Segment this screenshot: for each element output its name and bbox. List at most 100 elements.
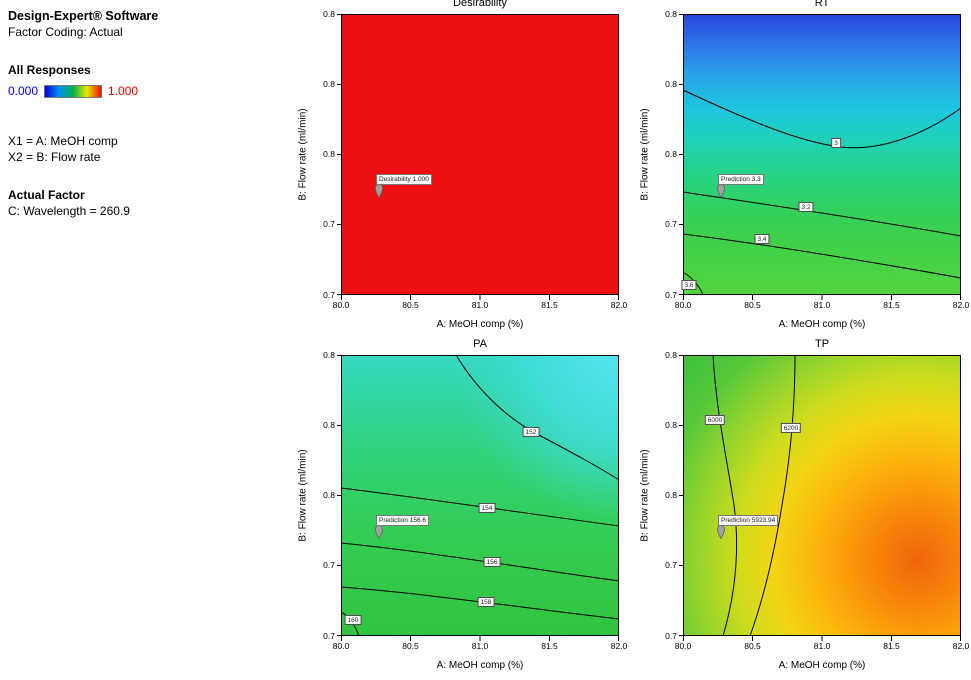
plot-border [341,14,619,295]
x-tick-label: 80.5 [744,641,761,651]
plot-title-rt: RT [814,0,830,9]
y-tick-label: 0.7 [323,290,335,300]
plot-border [683,355,961,636]
contour-value-label: 3.4 [754,233,770,245]
rt-plot-area[interactable] [679,14,962,300]
plot-title-tp: TP [814,338,830,350]
x1-factor-label: X1 = A: MeOH comp [8,134,118,148]
flag-pin-icon [716,525,726,540]
prediction-flag[interactable]: Prediction 156.6 [374,514,429,540]
x-tick-label: 80.0 [674,641,692,651]
x-axis-title: A: MeOH comp (%) [778,660,866,671]
y-tick-label: 0.8 [665,420,677,430]
x-tick-label: 80.5 [402,300,419,310]
contour-value-label: 6000 [704,414,726,426]
tp-contour-line [712,354,737,637]
x-tick-label: 81.0 [813,300,831,310]
y-axis-title-text: B: Flow rate (ml/min) [297,449,309,542]
factor-coding-label: Factor Coding: Actual [8,25,123,39]
x-tick-label: 80.0 [332,300,350,310]
y-tick-label: 0.8 [323,420,335,430]
tp-surface [683,355,961,636]
prediction-flag[interactable]: Desirability 1.000 [374,173,432,199]
y-tick-label: 0.8 [665,79,677,89]
plot-tp: TP B: Flow rate (ml/min) [640,338,970,671]
y-tick-label: 0.7 [665,290,677,300]
contour-value-label: 3 [831,137,841,149]
y-tick-label: 0.8 [665,490,677,500]
y-tick-marks [337,355,341,636]
x-tick-label: 82.0 [952,641,970,651]
x-tick-label: 80.5 [744,300,761,310]
scale-max-value: 1.000 [108,84,139,98]
x-tick-label: 80.5 [402,641,419,651]
flag-label: Prediction 5923.94 [718,514,779,526]
x-axis-title: A: MeOH comp (%) [778,319,866,330]
rt-contour-line [682,89,962,149]
y-tick-label: 0.8 [665,9,677,19]
plot-desirability: Desirability B: Flow rate (ml/min) 0.8 0… [298,0,628,330]
y-tick-label: 0.7 [665,560,677,570]
y-tick-label: 0.7 [665,219,677,229]
prediction-flag[interactable]: Prediction 3.3 [716,173,764,199]
x-tick-marks [341,295,619,300]
y-tick-label: 0.8 [323,9,335,19]
y-tick-label: 0.8 [323,490,335,500]
actual-factor-label: Actual Factor [8,188,85,202]
y-axis-title-text: B: Flow rate (ml/min) [297,108,309,201]
x-tick-label: 81.5 [883,641,900,651]
desirability-plot-area[interactable] [337,14,619,300]
y-tick-label: 0.7 [323,219,335,229]
x-axis-title: A: MeOH comp (%) [436,660,524,671]
x-axis-title: A: MeOH comp (%) [436,319,524,330]
plot-rt: RT B: Flow rate (ml/min) [640,0,970,330]
flag-pin-icon [374,525,384,540]
x-tick-label: 81.0 [813,641,831,651]
plot-pa: PA B: Flow rate (ml/min) [298,338,628,671]
y-axis-title-text: B: Flow rate (ml/min) [639,108,651,201]
y-tick-marks [337,14,341,295]
rt-contour-line [682,191,962,237]
x-tick-label: 82.0 [952,300,970,310]
color-scale-gradient-bar [44,84,103,98]
y-tick-label: 0.7 [323,631,335,641]
x-tick-label: 82.0 [610,641,628,651]
contour-value-label: 3.2 [798,201,814,213]
x-tick-marks [683,295,961,300]
y-tick-label: 0.8 [323,79,335,89]
software-title: Design-Expert® Software [8,9,159,23]
responses-label: All Responses [8,63,91,77]
x-tick-label: 82.0 [610,300,628,310]
y-tick-marks [679,14,683,295]
x-tick-label: 81.0 [471,641,489,651]
x-tick-label: 81.5 [541,641,558,651]
desirability-surface [341,14,619,295]
actual-factor-value: C: Wavelength = 260.9 [8,204,130,218]
contour-value-label: 160 [344,614,362,626]
x-tick-label: 81.5 [883,300,900,310]
x-tick-marks [341,636,619,641]
flag-pin-icon [374,184,384,199]
color-scale: 0.000 1.000 [8,83,258,99]
legend-panel: Design-Expert® Software Factor Coding: A… [8,8,258,219]
x-tick-label: 81.0 [471,300,489,310]
tp-contour-line [749,354,796,637]
y-tick-label: 0.8 [323,350,335,360]
x-tick-label: 80.0 [332,641,350,651]
tp-plot-area[interactable] [679,354,961,641]
flag-label: Desirability 1.000 [376,173,432,185]
rt-surface [683,14,961,295]
pa-surface-cyan-pocket [341,355,619,636]
prediction-flag[interactable]: Prediction 5923.94 [716,514,779,540]
contour-value-label: 154 [478,502,496,514]
flag-label: Prediction 3.3 [718,173,764,185]
y-tick-label: 0.7 [323,560,335,570]
pa-plot-area[interactable] [337,354,620,641]
plot-border [341,355,619,636]
scale-min-value: 0.000 [8,84,39,98]
y-tick-label: 0.8 [665,350,677,360]
contour-value-label: 6200 [780,422,802,434]
rt-contour-line [682,233,962,279]
x2-factor-label: X2 = B: Flow rate [8,150,101,164]
